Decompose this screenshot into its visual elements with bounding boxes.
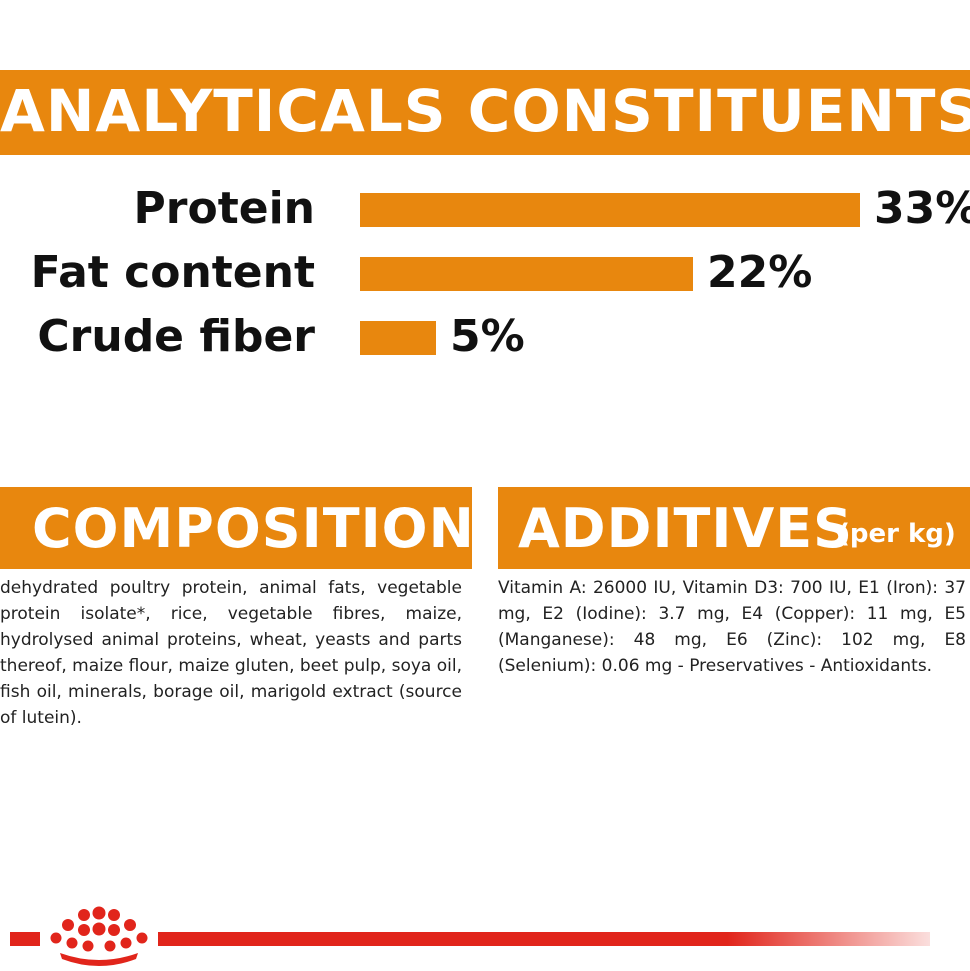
- protein-label: Protein: [133, 183, 315, 234]
- footer-red-line: [10, 932, 930, 946]
- protein-value: 33%: [874, 183, 970, 234]
- composition-text: dehydrated poultry protein, animal fats,…: [0, 578, 462, 728]
- crude-fiber-label: Crude fiber: [37, 311, 315, 362]
- additives-subtitle: (per kg): [838, 519, 956, 549]
- fat-content-bar: [360, 257, 693, 291]
- additives-title: ADDITIVES: [518, 497, 854, 560]
- composition-title: COMPOSITION: [32, 497, 472, 560]
- crude-fiber-bar: [360, 321, 436, 355]
- additives-text: Vitamin A: 26000 IU, Vitamin D3: 700 IU,…: [498, 578, 966, 676]
- composition-header: COMPOSITION: [0, 487, 472, 569]
- royal-canin-crown-icon: [40, 905, 158, 967]
- crude-fiber-value: 5%: [450, 311, 525, 362]
- fat-content-label: Fat content: [30, 247, 315, 298]
- additives-header: ADDITIVES (per kg): [498, 487, 970, 569]
- analytical-constituents-banner: ANALYTICALS CONSTITUENTS: [0, 70, 970, 155]
- fat-content-value: 22%: [707, 247, 813, 298]
- protein-bar: [360, 193, 860, 227]
- banner-title: ANALYTICALS CONSTITUENTS: [0, 77, 970, 145]
